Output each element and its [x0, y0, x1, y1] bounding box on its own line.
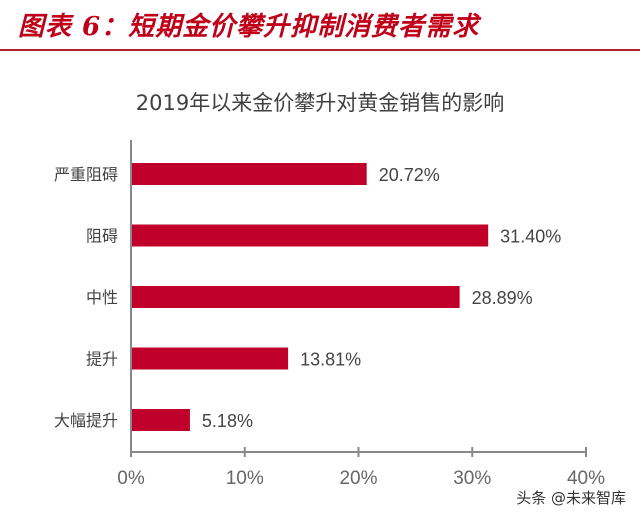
- x-tick-label: 0%: [117, 468, 145, 489]
- bar: [132, 286, 460, 308]
- bar: [132, 409, 190, 431]
- bar: [132, 347, 289, 370]
- bar: [132, 163, 367, 185]
- x-tick-label: 30%: [453, 468, 491, 489]
- data-label: 5.18%: [202, 411, 253, 431]
- category-label: 大幅提升: [54, 411, 118, 430]
- x-tick-label: 10%: [226, 468, 264, 489]
- title-divider: [0, 49, 640, 51]
- x-tick-label: 20%: [339, 468, 377, 489]
- data-label: 28.89%: [472, 288, 533, 308]
- figure-title: 图表 6：短期金价攀升抑制消费者需求: [18, 12, 480, 42]
- watermark: 头条 @未来智库: [516, 489, 626, 507]
- data-label: 20.72%: [379, 165, 440, 185]
- category-label: 严重阻碍: [54, 165, 118, 184]
- data-label: 31.40%: [500, 227, 561, 247]
- category-label: 中性: [86, 288, 118, 307]
- bar: [132, 224, 489, 247]
- data-label: 13.81%: [300, 350, 361, 370]
- category-label: 阻碍: [86, 227, 118, 246]
- chart-title: 2019年以来金价攀升对黄金销售的影响: [135, 91, 505, 115]
- x-tick-label: 40%: [567, 468, 605, 489]
- category-label: 提升: [86, 350, 118, 369]
